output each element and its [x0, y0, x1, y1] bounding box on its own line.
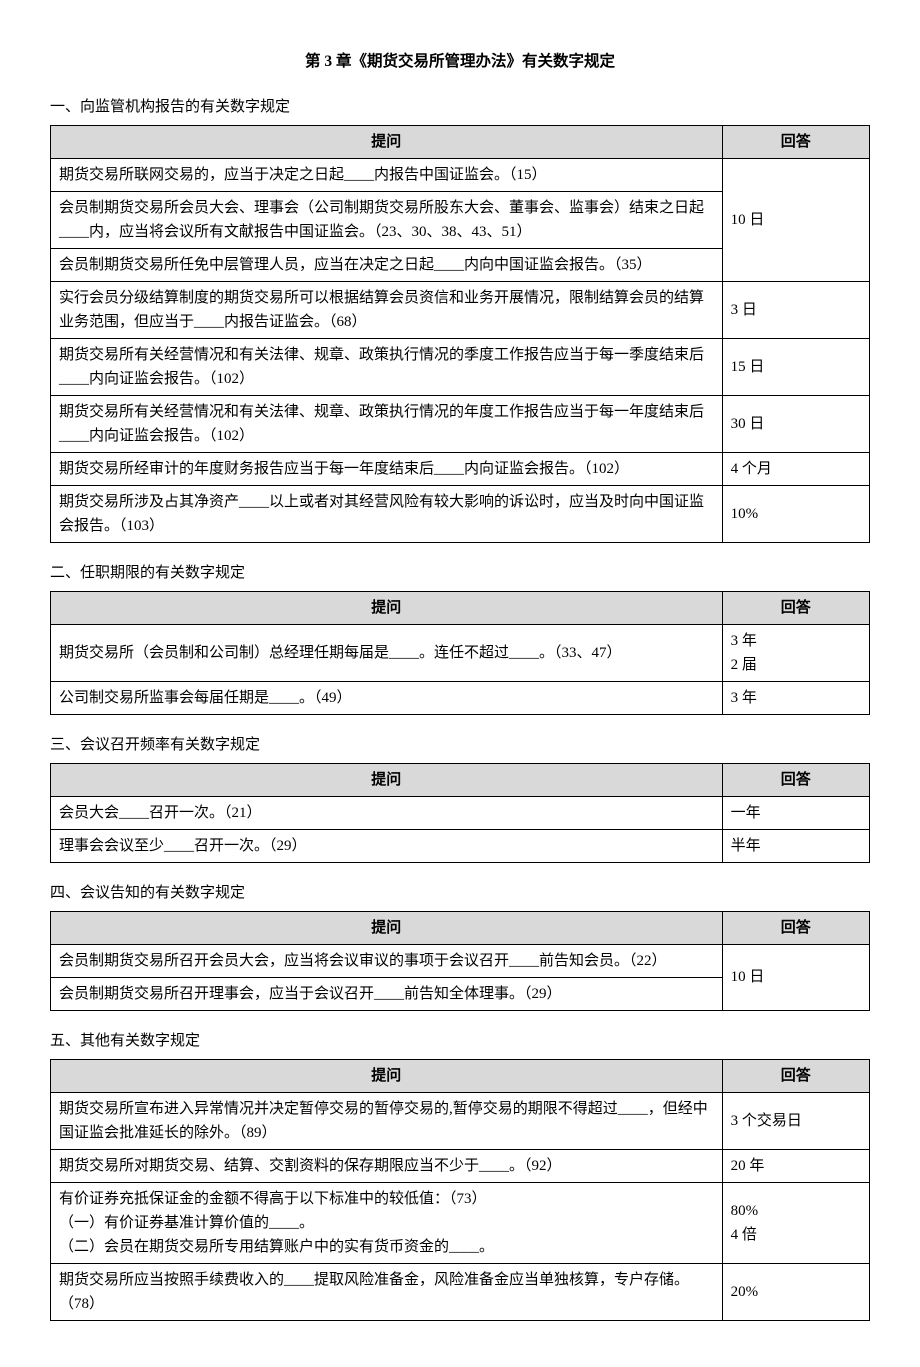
col-header-answer: 回答 — [722, 911, 869, 944]
col-header-question: 提问 — [51, 591, 723, 624]
question-cell: 会员大会____召开一次。（21） — [51, 796, 723, 829]
table-row: 会员制期货交易所召开会员大会，应当将会议审议的事项于会议召开____前告知会员。… — [51, 944, 870, 977]
answer-cell: 一年 — [722, 796, 869, 829]
answer-cell: 30 日 — [722, 395, 869, 452]
table-row: 公司制交易所监事会每届任期是____。（49）3 年 — [51, 681, 870, 714]
table-row: 期货交易所有关经营情况和有关法律、规章、政策执行情况的季度工作报告应当于每一季度… — [51, 338, 870, 395]
table-row: 期货交易所（会员制和公司制）总经理任期每届是____。连任不超过____。（33… — [51, 624, 870, 681]
col-header-answer: 回答 — [722, 1059, 869, 1092]
question-cell: 期货交易所宣布进入异常情况并决定暂停交易的暂停交易的,暂停交易的期限不得超过__… — [51, 1092, 723, 1149]
col-header-answer: 回答 — [722, 591, 869, 624]
question-cell: 期货交易所（会员制和公司制）总经理任期每届是____。连任不超过____。（33… — [51, 624, 723, 681]
section-heading: 一、向监管机构报告的有关数字规定 — [50, 95, 870, 119]
col-header-question: 提问 — [51, 763, 723, 796]
answer-cell: 10 日 — [722, 158, 869, 281]
answer-cell: 3 年 — [722, 681, 869, 714]
question-cell: 期货交易所对期货交易、结算、交割资料的保存期限应当不少于____。（92） — [51, 1149, 723, 1182]
table-row: 期货交易所有关经营情况和有关法律、规章、政策执行情况的年度工作报告应当于每一年度… — [51, 395, 870, 452]
page-title: 第 3 章《期货交易所管理办法》有关数字规定 — [50, 50, 870, 75]
question-cell: 有价证券充抵保证金的金额不得高于以下标准中的较低值：（73） （一）有价证券基准… — [51, 1182, 723, 1263]
qa-table: 提问回答期货交易所联网交易的，应当于决定之日起____内报告中国证监会。（15）… — [50, 125, 870, 543]
question-cell: 理事会会议至少____召开一次。（29） — [51, 829, 723, 862]
table-row: 期货交易所对期货交易、结算、交割资料的保存期限应当不少于____。（92）20 … — [51, 1149, 870, 1182]
answer-cell: 20% — [722, 1263, 869, 1320]
table-row: 期货交易所涉及占其净资产____以上或者对其经营风险有较大影响的诉讼时，应当及时… — [51, 485, 870, 542]
table-row: 有价证券充抵保证金的金额不得高于以下标准中的较低值：（73） （一）有价证券基准… — [51, 1182, 870, 1263]
question-cell: 实行会员分级结算制度的期货交易所可以根据结算会员资信和业务开展情况，限制结算会员… — [51, 281, 723, 338]
answer-cell: 半年 — [722, 829, 869, 862]
col-header-question: 提问 — [51, 125, 723, 158]
question-cell: 会员制期货交易所任免中层管理人员，应当在决定之日起____内向中国证监会报告。（… — [51, 248, 723, 281]
col-header-question: 提问 — [51, 911, 723, 944]
qa-table: 提问回答期货交易所宣布进入异常情况并决定暂停交易的暂停交易的,暂停交易的期限不得… — [50, 1059, 870, 1321]
answer-cell: 3 日 — [722, 281, 869, 338]
question-cell: 期货交易所涉及占其净资产____以上或者对其经营风险有较大影响的诉讼时，应当及时… — [51, 485, 723, 542]
qa-table: 提问回答期货交易所（会员制和公司制）总经理任期每届是____。连任不超过____… — [50, 591, 870, 715]
answer-cell: 3 个交易日 — [722, 1092, 869, 1149]
table-row: 实行会员分级结算制度的期货交易所可以根据结算会员资信和业务开展情况，限制结算会员… — [51, 281, 870, 338]
question-cell: 会员制期货交易所召开理事会，应当于会议召开____前告知全体理事。（29） — [51, 977, 723, 1010]
table-row: 会员大会____召开一次。（21）一年 — [51, 796, 870, 829]
section-heading: 五、其他有关数字规定 — [50, 1029, 870, 1053]
question-cell: 期货交易所有关经营情况和有关法律、规章、政策执行情况的季度工作报告应当于每一季度… — [51, 338, 723, 395]
col-header-answer: 回答 — [722, 125, 869, 158]
question-cell: 会员制期货交易所召开会员大会，应当将会议审议的事项于会议召开____前告知会员。… — [51, 944, 723, 977]
section-heading: 三、会议召开频率有关数字规定 — [50, 733, 870, 757]
answer-cell: 10 日 — [722, 944, 869, 1010]
answer-cell: 3 年 2 届 — [722, 624, 869, 681]
answer-cell: 4 个月 — [722, 452, 869, 485]
table-row: 期货交易所宣布进入异常情况并决定暂停交易的暂停交易的,暂停交易的期限不得超过__… — [51, 1092, 870, 1149]
question-cell: 期货交易所有关经营情况和有关法律、规章、政策执行情况的年度工作报告应当于每一年度… — [51, 395, 723, 452]
question-cell: 会员制期货交易所会员大会、理事会（公司制期货交易所股东大会、董事会、监事会）结束… — [51, 191, 723, 248]
qa-table: 提问回答会员大会____召开一次。（21）一年理事会会议至少____召开一次。（… — [50, 763, 870, 863]
section-heading: 二、任职期限的有关数字规定 — [50, 561, 870, 585]
col-header-answer: 回答 — [722, 763, 869, 796]
table-row: 期货交易所应当按照手续费收入的____提取风险准备金，风险准备金应当单独核算，专… — [51, 1263, 870, 1320]
question-cell: 期货交易所应当按照手续费收入的____提取风险准备金，风险准备金应当单独核算，专… — [51, 1263, 723, 1320]
question-cell: 期货交易所联网交易的，应当于决定之日起____内报告中国证监会。（15） — [51, 158, 723, 191]
answer-cell: 15 日 — [722, 338, 869, 395]
qa-table: 提问回答会员制期货交易所召开会员大会，应当将会议审议的事项于会议召开____前告… — [50, 911, 870, 1011]
table-row: 期货交易所联网交易的，应当于决定之日起____内报告中国证监会。（15）10 日 — [51, 158, 870, 191]
col-header-question: 提问 — [51, 1059, 723, 1092]
table-row: 理事会会议至少____召开一次。（29）半年 — [51, 829, 870, 862]
question-cell: 公司制交易所监事会每届任期是____。（49） — [51, 681, 723, 714]
section-heading: 四、会议告知的有关数字规定 — [50, 881, 870, 905]
answer-cell: 10% — [722, 485, 869, 542]
table-row: 期货交易所经审计的年度财务报告应当于每一年度结束后____内向证监会报告。（10… — [51, 452, 870, 485]
question-cell: 期货交易所经审计的年度财务报告应当于每一年度结束后____内向证监会报告。（10… — [51, 452, 723, 485]
answer-cell: 20 年 — [722, 1149, 869, 1182]
answer-cell: 80% 4 倍 — [722, 1182, 869, 1263]
